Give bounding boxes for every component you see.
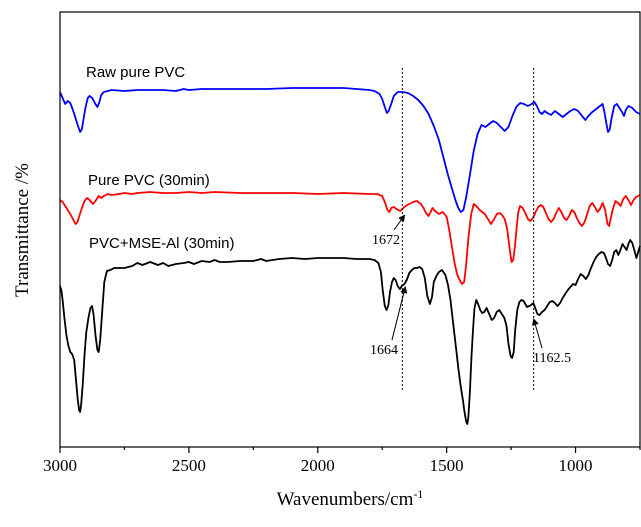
annotation-label-1672: 1672 (372, 233, 400, 248)
x-tick-label-1500: 1500 (430, 456, 464, 475)
series-label-raw-pure-pvc: Raw pure PVC (86, 64, 185, 81)
series-labels-layer: Raw pure PVC Pure PVC (30min) PVC+MSE-Al… (86, 64, 234, 252)
series-label-pure-pvc-30min: Pure PVC (30min) (88, 172, 210, 189)
reference-lines-layer (401, 68, 535, 392)
series-line-1 (59, 191, 641, 285)
plot-frame (59, 11, 641, 448)
annotation-arrow-1162-5 (532, 318, 543, 349)
x-tick-label-3000: 3000 (43, 456, 77, 475)
annotation-arrow-1664 (391, 286, 408, 341)
annotation-label-1162-5: 1162.5 (533, 351, 571, 366)
x-tick-label-1000: 1000 (559, 456, 593, 475)
annotations-layer: 1672 1664 1162.5 (370, 214, 571, 366)
x-axis-ticks: 3000 2500 2000 1500 1000 (43, 447, 641, 475)
series-line-0 (59, 87, 641, 213)
series-line-2 (59, 239, 641, 425)
x-axis-title-base: Wavenumbers/cm (277, 489, 414, 510)
series-lines-layer (59, 87, 641, 425)
y-axis-title: Transmittance /% (12, 163, 33, 297)
annotation-label-1664: 1664 (370, 343, 398, 358)
annotation-arrow-1672 (393, 214, 406, 231)
x-axis-title-sup: -1 (413, 487, 423, 501)
x-tick-label-2500: 2500 (172, 456, 206, 475)
x-tick-label-2000: 2000 (301, 456, 335, 475)
series-label-pvc-mse-al-30min: PVC+MSE-Al (30min) (89, 235, 234, 252)
x-axis-title: Wavenumbers/cm-1 (277, 487, 424, 510)
